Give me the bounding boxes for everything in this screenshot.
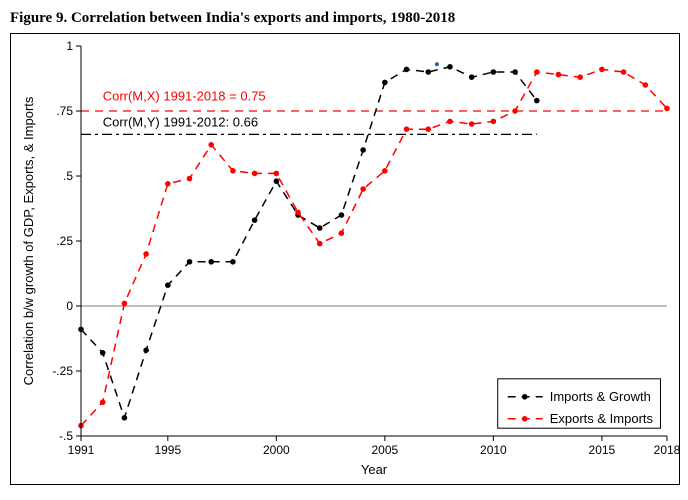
svg-text:Exports & Imports: Exports & Imports <box>550 411 654 426</box>
svg-text:2015: 2015 <box>589 443 616 457</box>
svg-text:2000: 2000 <box>263 443 290 457</box>
svg-text:Corr(M,Y) 1991-2012: 0.66: Corr(M,Y) 1991-2012: 0.66 <box>103 115 258 130</box>
svg-text:-.5: -.5 <box>59 429 73 443</box>
chart-container: Corr(M,X) 1991-2018 = 0.75 Corr(M,Y) 1991… <box>10 33 680 485</box>
figure-title: Figure 9. Correlation between India's ex… <box>10 10 678 27</box>
correlation-chart: Corr(M,X) 1991-2018 = 0.75 Corr(M,Y) 1991… <box>11 34 679 484</box>
svg-text:1991: 1991 <box>68 443 95 457</box>
svg-text:Year: Year <box>361 462 388 477</box>
svg-text:.25: .25 <box>56 234 73 248</box>
svg-text:2010: 2010 <box>480 443 507 457</box>
svg-text:2018: 2018 <box>654 443 679 457</box>
svg-text:.75: .75 <box>56 104 73 118</box>
svg-text:2005: 2005 <box>372 443 399 457</box>
svg-text:Corr(M,X) 1991-2018 = 0.75: Corr(M,X) 1991-2018 = 0.75 <box>103 89 266 104</box>
svg-text:1995: 1995 <box>154 443 181 457</box>
svg-text:1: 1 <box>66 39 73 53</box>
svg-text:-.25: -.25 <box>52 364 73 378</box>
svg-text:Correlation b/w growth of GDP,: Correlation b/w growth of GDP, Exports, … <box>21 96 36 385</box>
svg-text:0: 0 <box>66 299 73 313</box>
svg-text:Imports & Growth: Imports & Growth <box>550 389 651 404</box>
svg-text:.5: .5 <box>63 169 73 183</box>
